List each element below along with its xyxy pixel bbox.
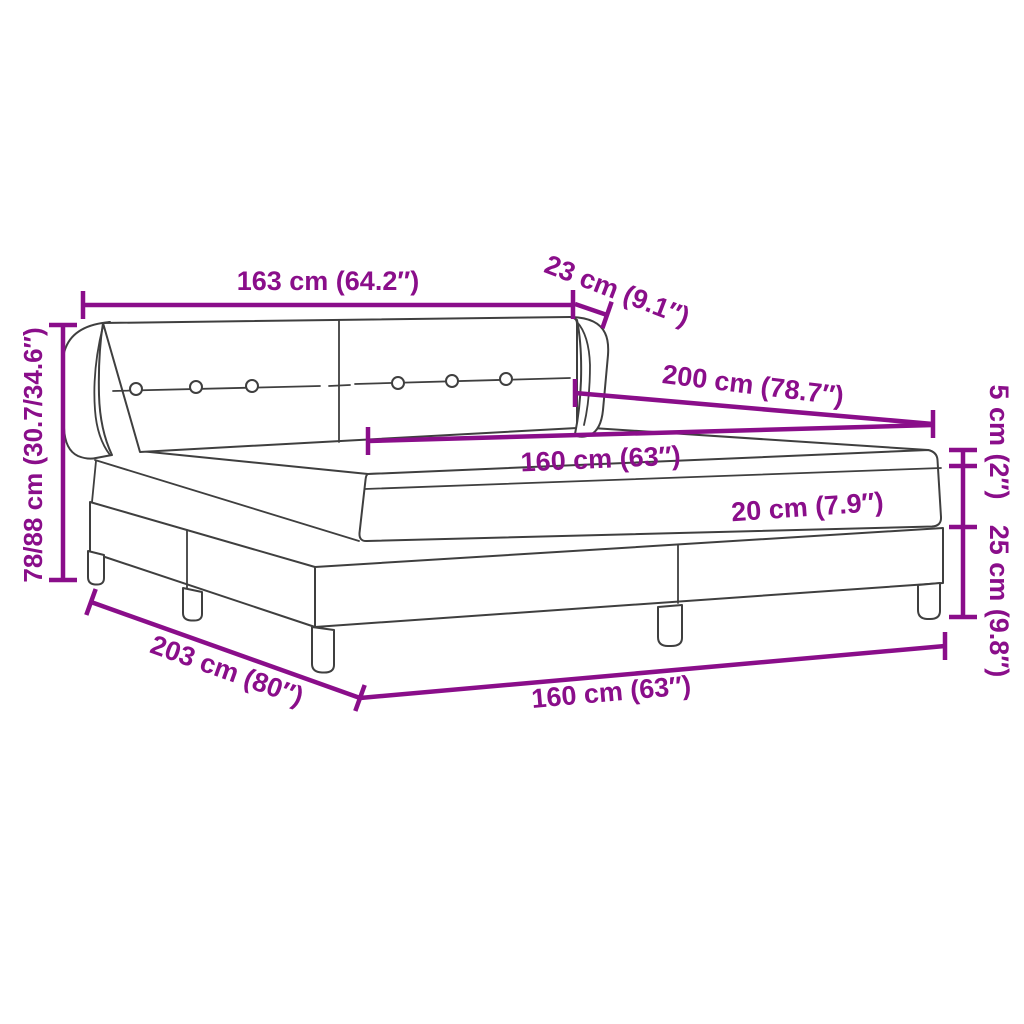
- dim-label-base-height: 25 cm (9.8″): [984, 525, 1014, 678]
- stitch-line-right: [354, 377, 571, 385]
- dim-label-topper-thickness: 5 cm (2″): [984, 385, 1014, 500]
- box-front-face: [314, 527, 944, 628]
- stitch-line-center: [328, 384, 351, 387]
- mattress-topper-seam: [364, 467, 942, 490]
- bed-leg: [87, 550, 105, 586]
- bed-leg: [917, 582, 941, 620]
- mattress-left-edge: [94, 459, 360, 542]
- dim-line: [367, 422, 934, 444]
- stitch-line-left: [112, 385, 321, 392]
- dim-mattress-width: 160 cm (63″): [365, 422, 934, 478]
- headboard-button: [189, 380, 203, 394]
- headboard-button: [391, 376, 405, 390]
- bed-leg: [657, 604, 683, 647]
- bed-leg: [311, 626, 335, 674]
- dim-right-heights: 5 cm (2″) 25 cm (9.8″): [949, 385, 1014, 678]
- headboard-button: [129, 382, 143, 396]
- dim-line: [574, 390, 934, 427]
- dim-line: [90, 599, 361, 701]
- bed-line-drawing: [61, 316, 944, 674]
- dim-label-mattress-width: 160 cm (63″): [520, 441, 681, 478]
- headboard-left-wing: [61, 321, 113, 460]
- headboard-left-post: [91, 460, 97, 503]
- dim-tick: [84, 588, 98, 616]
- dim-headboard-width: 163 cm (64.2″): [80, 266, 576, 319]
- dim-line: [574, 301, 608, 318]
- left-wing-crease: [93, 325, 111, 456]
- dim-total-height: 78/88 cm (30.7/34.6″): [18, 322, 77, 583]
- headboard-button: [245, 379, 259, 393]
- bed-leg: [182, 587, 203, 622]
- headboard-button: [445, 374, 459, 388]
- dim-label-headboard-width: 163 cm (64.2″): [237, 266, 420, 296]
- dim-line: [359, 643, 946, 701]
- dim-tick: [600, 301, 614, 329]
- dim-label-total-height: 78/88 cm (30.7/34.6″): [18, 327, 48, 582]
- right-wing-crease: [576, 321, 591, 426]
- headboard-button: [499, 372, 513, 386]
